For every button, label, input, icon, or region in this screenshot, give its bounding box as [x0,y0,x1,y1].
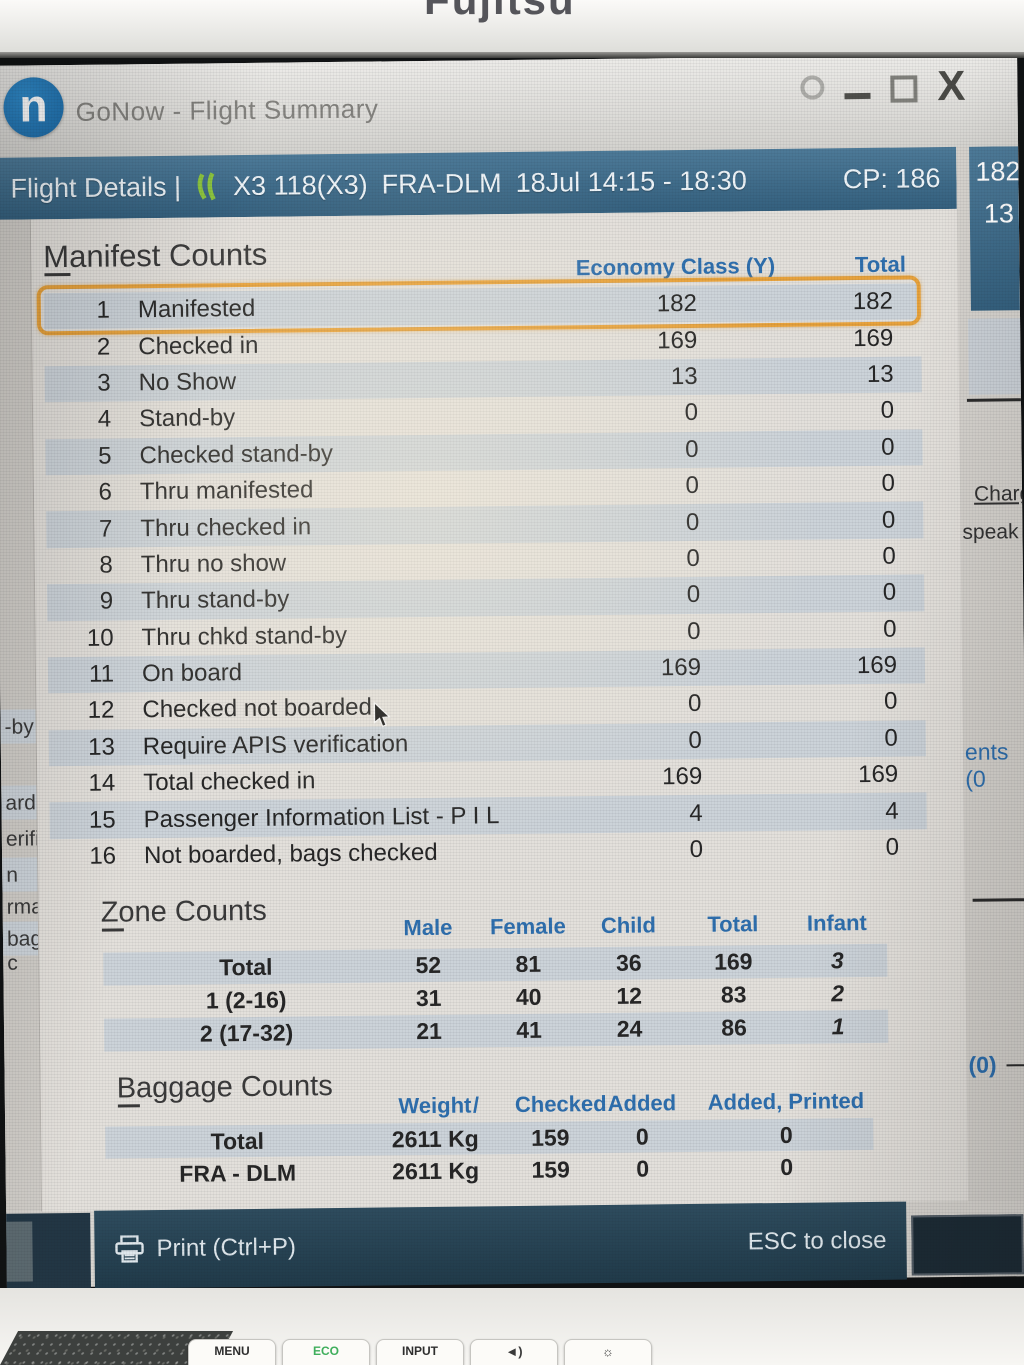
airline-logo-icon [197,172,216,201]
zone-table: Total 52 81 36 169 3 1 (2-16) 31 40 12 8… [103,943,889,1052]
bg-header-fragment: 182 13 [969,146,1021,311]
accelerator-underline [44,272,71,277]
bg-panel-fragment [968,318,1021,395]
background-window-right-edge: 182 13 Charg speak ents (0 (0) [956,146,1024,1201]
bg-count-fragment: 13 [983,198,1015,229]
restore-icon[interactable] [800,75,825,100]
dialog-footer: Print (Ctrl+P) ESC to close [94,1201,907,1288]
zone-col-total: Total [707,911,759,937]
volume-icon: ◄) [505,1344,523,1359]
flight-details-header: Flight Details | X3 118(X3) FRA-DLM 18Ju… [0,146,957,220]
bg-row-fragment: n [6,863,19,887]
bg-link-fragment: Charg [973,482,1024,506]
flight-details-label: Flight Details | [10,171,182,204]
monitor-brand-logo: Fujitsu [424,0,576,24]
monitor-input-button: INPUT [376,1339,464,1365]
minimize-icon[interactable] [844,92,871,100]
zone-col-female: Female [489,913,566,940]
window-titlebar[interactable]: n GoNow - Flight Summary X [0,58,1019,158]
flight-route: FRA-DLM [381,167,502,199]
flight-number: X3 118(X3) [232,169,368,201]
zone-col-child: Child [600,912,657,939]
bg-section-fragment: (0) [968,1051,997,1078]
manifest-counts-title: Manifest Counts [43,236,268,275]
print-button-label: Print (Ctrl+P) [156,1233,297,1263]
baggage-col-slash: / [472,1092,480,1118]
window-title: GoNow - Flight Summary [75,93,379,127]
monitor-eco-button: ECO [282,1339,370,1365]
zone-col-male: Male [403,914,453,941]
print-button[interactable]: Print (Ctrl+P) [114,1233,296,1263]
column-header-total: Total [854,251,907,278]
baggage-col-checked: Checked [514,1090,607,1117]
baggage-table: Total 2611 Kg 159 0 0 FRA - DLM 2611 Kg … [105,1117,874,1191]
bg-divider [1006,1064,1024,1067]
baggage-col-added: Added [607,1090,677,1116]
brightness-icon: ☼ [602,1344,614,1359]
bezel-seam [0,52,1024,58]
bg-row-fragment: -by [4,715,34,739]
zone-col-infant: Infant [806,909,867,936]
printer-icon [115,1235,144,1263]
monitor-bezel-top: Fujitsu [0,0,1024,52]
screen: n GoNow - Flight Summary X Flight Detail… [0,58,1024,1288]
gonow-window: n GoNow - Flight Summary X Flight Detail… [0,58,1024,1288]
bg-footer-fragment [911,1214,1024,1276]
esc-to-close-hint: ESC to close [747,1226,887,1256]
bg-count-fragment: 182 [975,156,1021,187]
close-icon[interactable]: X [937,61,966,110]
monitor-bezel-bottom: MENU ECO INPUT ◄) ☼ [0,1288,1024,1365]
flight-summary-dialog: Manifest Counts Economy Class (Y) Total … [30,208,969,1212]
bg-divider [966,398,1021,402]
bg-row-fragment: erific [5,827,43,851]
monitor-menu-button: MENU [188,1339,276,1365]
manifest-table: 1 Manifested 182 182 2 Checked in 169 169 3 No … [43,283,928,875]
bg-row-fragment: rmat [6,895,43,919]
mouse-cursor [373,701,392,728]
gonow-app-logo: n [3,77,64,138]
bg-row-fragment: bags c [6,927,43,975]
flight-datetime: 18Jul 14:15 - 18:30 [515,164,747,198]
bg-divider [972,898,1024,902]
bg-section-fragment: ents (0 [964,738,1009,792]
flight-cp-count: CP: 186 [842,162,941,194]
bg-link-fragment: speak [962,520,1019,544]
maximize-icon[interactable] [890,74,918,103]
baggage-col-weight: Weight [398,1092,472,1119]
selected-row-highlight [36,275,922,336]
baggage-col-added-printed: Added, Printed [707,1088,865,1115]
monitor-key-strip: MENU ECO INPUT ◄) ☼ [188,1339,652,1365]
bg-footer-fragment [6,1212,91,1288]
